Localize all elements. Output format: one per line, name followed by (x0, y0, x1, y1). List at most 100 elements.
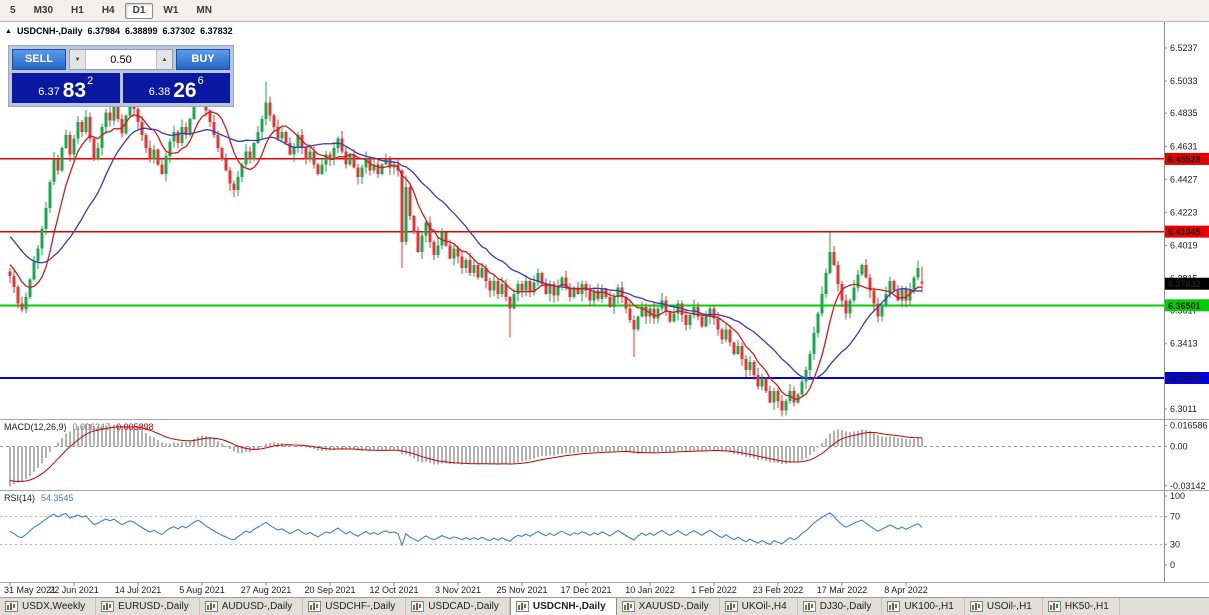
tab-eurusd-daily[interactable]: EURUSD-,Daily (96, 598, 200, 615)
chart-thumbnail-icon (204, 601, 218, 612)
svg-text:1 Feb 2022: 1 Feb 2022 (691, 585, 737, 595)
svg-text:6.4427: 6.4427 (1170, 174, 1198, 184)
moving-averages (9, 110, 923, 401)
sell-price-sup: 2 (87, 75, 94, 87)
svg-text:12 Oct 2021: 12 Oct 2021 (369, 585, 418, 595)
svg-text:14 Jul 2021: 14 Jul 2021 (115, 585, 162, 595)
tab-label: DJ30-,Daily (819, 601, 872, 612)
svg-text:6.4019: 6.4019 (1170, 240, 1198, 250)
chart-thumbnail-icon (5, 601, 18, 612)
timeframe-toolbar: 5 M30 H1 H4 D1 W1 MN (0, 0, 1209, 22)
chart-thumbnail-icon (308, 601, 322, 612)
svg-text:0: 0 (1170, 560, 1175, 570)
svg-text:17 Mar 2022: 17 Mar 2022 (817, 585, 868, 595)
tab-usdcnh-daily[interactable]: USDCNH-,Daily (509, 598, 617, 615)
svg-text:6.37832: 6.37832 (1168, 279, 1201, 289)
macd-signal-line (9, 426, 923, 482)
svg-text:6.32018: 6.32018 (1168, 373, 1201, 383)
tab-label: AUDUSD-,Daily (221, 601, 293, 612)
buy-price-big: 26 (173, 79, 197, 103)
tab-xauusd-daily[interactable]: XAUUSD-,Daily (617, 598, 720, 615)
svg-text:-0.03142: -0.03142 (1170, 481, 1206, 491)
svg-text:6.4631: 6.4631 (1170, 141, 1198, 151)
tab-label: HK50-,H1 (1064, 601, 1109, 612)
svg-text:100: 100 (1170, 491, 1185, 501)
svg-text:70: 70 (1170, 512, 1180, 522)
chart-thumbnail-icon (621, 601, 635, 612)
sell-button[interactable]: SELL (12, 49, 66, 70)
lot-size-field[interactable]: ▼ 0.50 ▲ (69, 49, 173, 70)
lot-size-value[interactable]: 0.50 (110, 53, 132, 66)
tab-uk100-h1[interactable]: UK100-,H1 (882, 598, 965, 615)
svg-text:3 Nov 2021: 3 Nov 2021 (435, 585, 481, 595)
svg-text:8 Apr 2022: 8 Apr 2022 (884, 585, 928, 595)
svg-text:0.00: 0.00 (1170, 441, 1188, 451)
lot-decrease-button[interactable]: ▼ (70, 50, 86, 69)
svg-text:6.3413: 6.3413 (1170, 339, 1198, 349)
buy-button[interactable]: BUY (176, 49, 230, 70)
tab-label: EURUSD-,Daily (118, 601, 189, 612)
tab-label: USDCHF-,Daily (325, 601, 396, 612)
svg-text:6.5033: 6.5033 (1170, 76, 1198, 86)
chart-thumbnail-icon (1047, 601, 1061, 612)
tab-usdchf-daily[interactable]: USDCHF-,Daily (303, 598, 407, 615)
chart-thumbnail-icon (802, 601, 816, 612)
timeframe-button-w1[interactable]: W1 (163, 4, 179, 16)
svg-text:6.41045: 6.41045 (1168, 227, 1201, 237)
sell-price-small: 6.37 (38, 86, 60, 98)
svg-text:23 Feb 2022: 23 Feb 2022 (753, 585, 804, 595)
tab-dj30-daily[interactable]: DJ30-,Daily (798, 598, 883, 615)
chart-thumbnail-icon (887, 601, 901, 612)
tab-ukoil-h4[interactable]: UKOil-,H4 (720, 598, 798, 615)
sell-price-display[interactable]: 6.37 83 2 (12, 73, 120, 103)
svg-text:20 Sep 2021: 20 Sep 2021 (304, 585, 355, 595)
timeframe-button-d1[interactable]: D1 (124, 2, 154, 19)
tab-label: UK100-,H1 (904, 601, 954, 612)
horizontal-level-lines (0, 158, 1164, 379)
chart-thumbnail-icon (411, 601, 425, 612)
one-click-trading-panel: SELL ▼ 0.50 ▲ BUY 6.37 83 2 6.38 26 6 (8, 45, 234, 107)
tab-usoil-h1[interactable]: USOil-,H1 (965, 598, 1043, 615)
tab-usdx-weekly[interactable]: USDX,Weekly (0, 598, 97, 615)
chart-tab-bar: USDX,Weekly EURUSD-,Daily AUDUSD-,Daily USD… (0, 597, 1209, 615)
sell-price-big: 83 (62, 79, 87, 103)
buy-price-display[interactable]: 6.38 26 6 (122, 73, 230, 103)
chart-thumbnail-icon (969, 601, 983, 612)
timeframe-button-5[interactable]: 5 (10, 4, 16, 16)
tab-label: USDX,Weekly (22, 601, 86, 612)
price-level-tags: 6.45528 6.41045 6.36501 6.32018 6.37832 (1165, 152, 1209, 384)
timeframe-button-h1[interactable]: H1 (71, 4, 84, 16)
fast-ma-line (9, 110, 923, 401)
slow-ma-line (9, 127, 923, 380)
svg-text:6.45528: 6.45528 (1168, 154, 1201, 164)
tab-audusd-daily[interactable]: AUDUSD-,Daily (200, 598, 304, 615)
tab-hk50-h1[interactable]: HK50-,H1 (1043, 598, 1120, 615)
svg-text:6.5237: 6.5237 (1170, 43, 1198, 53)
rsi-line (9, 512, 923, 547)
timeframe-button-mn[interactable]: MN (196, 4, 212, 16)
collapse-panel-icon[interactable]: ▲ (5, 27, 12, 35)
svg-text:17 Dec 2021: 17 Dec 2021 (560, 585, 611, 595)
buy-price-small: 6.38 (148, 86, 171, 98)
timeframe-button-m30[interactable]: M30 (33, 4, 54, 16)
svg-text:25 Nov 2021: 25 Nov 2021 (496, 585, 547, 595)
chart-thumbnail-icon (101, 601, 115, 612)
rsi-panel: 100 70 30 0 (0, 491, 1185, 570)
tab-label: XAUUSD-,Daily (638, 601, 709, 612)
buy-price-sup: 6 (197, 75, 204, 87)
tab-label: USDCAD-,Daily (428, 601, 499, 612)
svg-text:6.3011: 6.3011 (1170, 404, 1197, 414)
tab-label: UKOil-,H4 (741, 601, 787, 612)
svg-text:6.4223: 6.4223 (1170, 207, 1198, 217)
svg-text:6.4835: 6.4835 (1170, 108, 1198, 118)
svg-text:5 Aug 2021: 5 Aug 2021 (179, 585, 225, 595)
svg-text:6.36501: 6.36501 (1168, 301, 1201, 311)
lot-increase-button[interactable]: ▲ (156, 50, 172, 69)
timeframe-button-h4[interactable]: H4 (101, 4, 115, 16)
svg-text:22 Jun 2021: 22 Jun 2021 (49, 585, 99, 595)
tab-usdcad-daily[interactable]: USDCAD-,Daily (406, 598, 510, 615)
chart-thumbnail-icon (515, 601, 529, 612)
